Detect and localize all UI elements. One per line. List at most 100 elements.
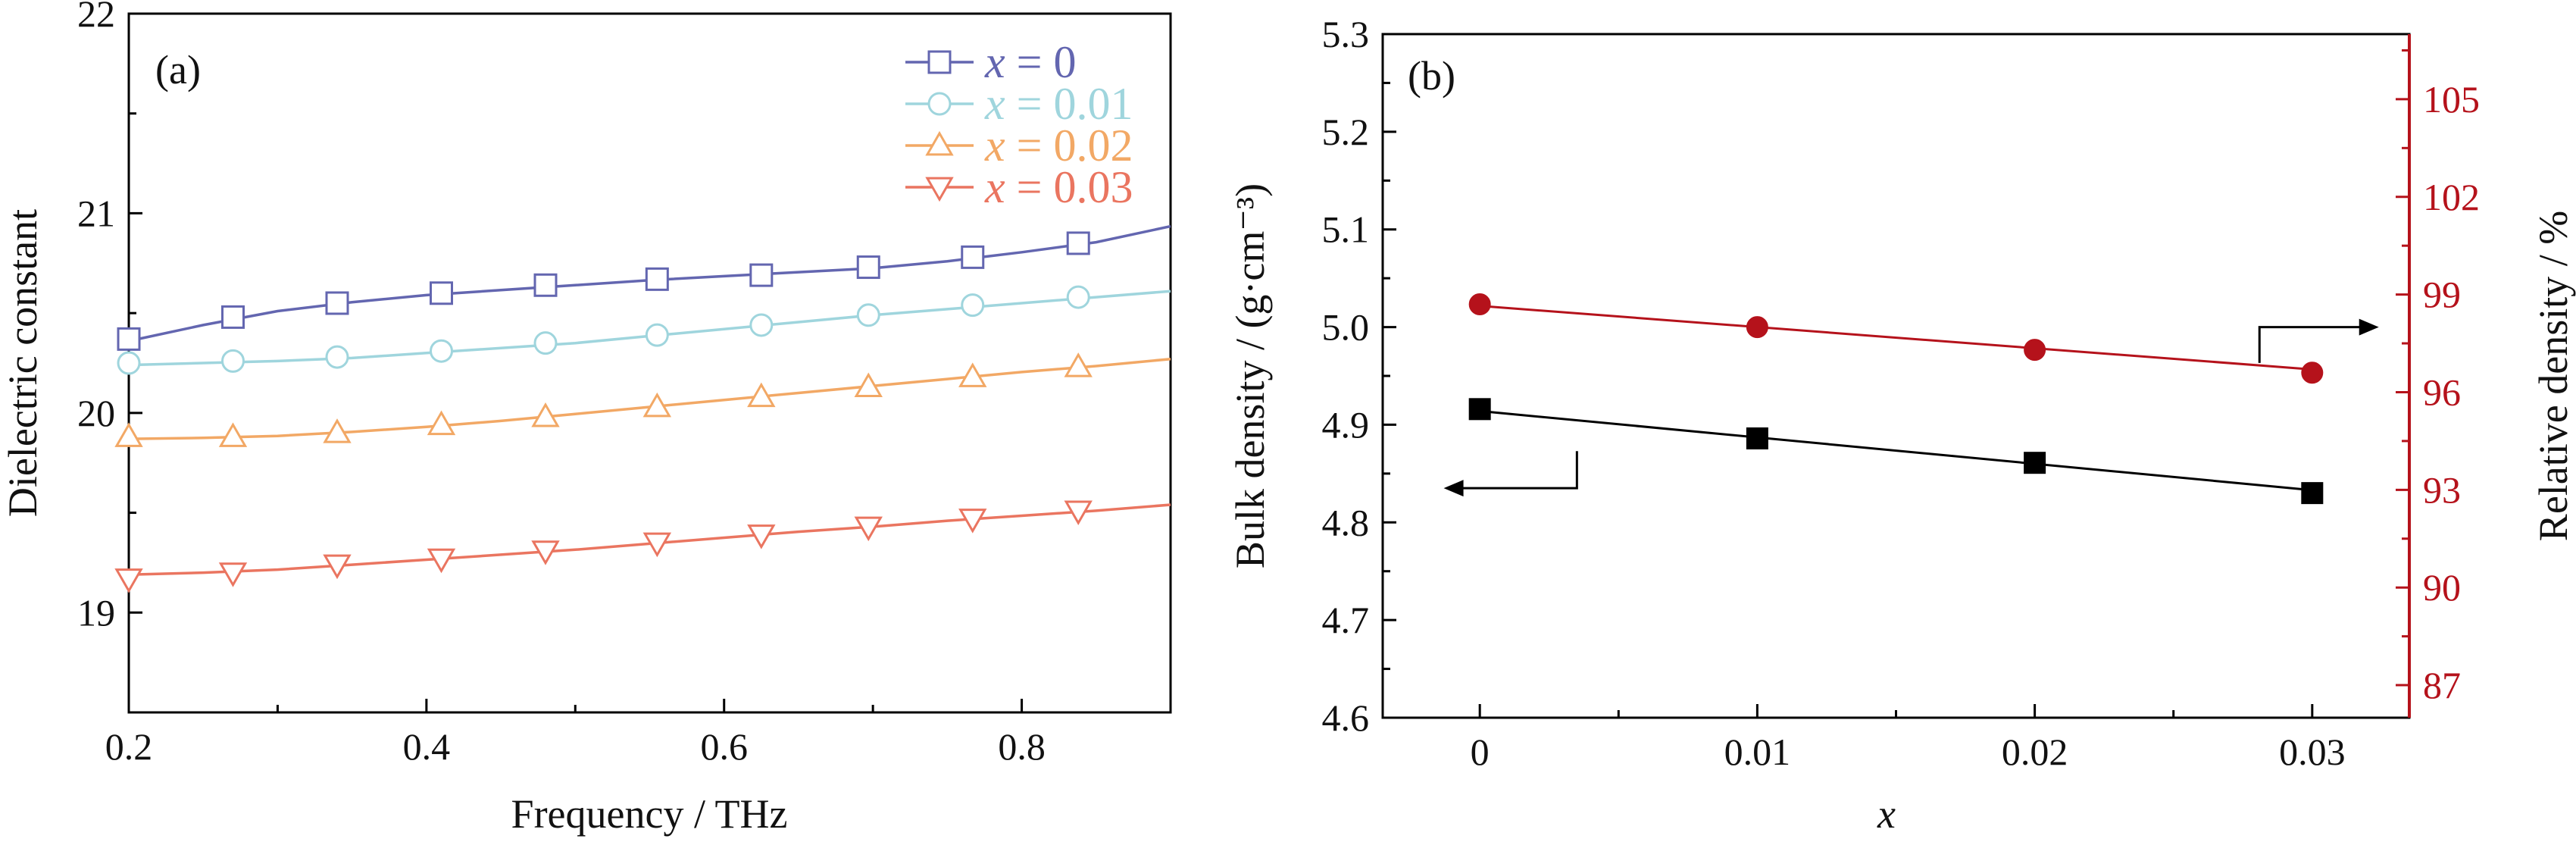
a-x-tick-label: 0.2 [105,725,153,768]
a-legend-marker [925,130,954,156]
a-data-point [1064,500,1093,526]
a-data-point [427,410,456,436]
panel-a-ticks: 0.2 0.4 0.6 0.8 19 20 21 22 [77,0,1046,768]
b-data-point [2301,362,2324,384]
a-data-point [533,331,558,355]
a-data-point [325,291,349,315]
b-data-point [1468,398,1491,421]
panel-b-label: (b) [1408,53,1455,99]
a-data-point [642,532,672,558]
b-left-tick-label: 4.7 [1322,599,1370,641]
b-right-tick-label: 87 [2423,664,2461,706]
a-data-point [117,327,141,351]
a-data-point [531,402,560,427]
a-legend-var: x [984,162,1005,212]
a-y-tick-label: 20 [77,392,115,434]
a-data-point [114,422,143,447]
a-data-point [114,568,143,593]
a-data-point [430,281,453,305]
a-data-point [749,313,774,337]
a-data-point [961,293,985,318]
a-x-tick-label: 0.4 [403,725,451,768]
a-x-tick-label: 0.8 [998,725,1046,768]
panel-a-x-axis-title: Frequency / THz [511,791,788,837]
b-x-tick-label: 0.02 [2002,731,2068,773]
a-data-point [533,273,558,297]
b-data-point [2301,482,2324,505]
a-data-point [430,339,453,363]
b-right-tick-label: 105 [2423,78,2480,121]
a-data-point [642,392,672,418]
b-data-point [1746,427,1768,449]
a-data-point [1066,231,1090,255]
a-legend-var: x [984,79,1005,129]
a-legend-label: x = 0 [984,37,1076,87]
b-left-tick-label: 5.3 [1322,13,1370,55]
a-data-point [645,267,669,291]
b-right-tick-label: 102 [2423,176,2480,218]
a-data-point [323,418,352,443]
a-data-point [221,305,245,329]
b-right-tick-label: 99 [2423,274,2461,316]
a-y-tick-label: 22 [77,0,115,35]
a-legend-label: x = 0.03 [984,162,1133,212]
a-data-point [856,303,880,327]
a-data-point [749,263,774,287]
panel-b-ticks: 0 0.01 0.02 0.03 4.6 4.7 4.8 4.9 5.0 5.1 5.2 5.3 87 9… [1322,13,2481,773]
panel-a-series [114,224,1171,593]
b-left-tick-label: 4.9 [1322,403,1370,446]
a-data-point [218,422,248,447]
a-legend-var: x [984,121,1005,171]
b-data-point [1746,316,1768,339]
a-legend-marker [927,50,952,74]
b-left-tick-label: 4.6 [1322,696,1370,739]
a-data-point [325,345,349,369]
panel-a-label: (a) [155,47,201,92]
a-x-tick-label: 0.6 [700,725,748,768]
b-right-tick-label: 90 [2423,566,2461,609]
b-x-tick-label: 0.03 [2279,731,2346,773]
b-x-tick-label: 0.01 [1724,731,1791,773]
b-left-tick-label: 4.8 [1322,501,1370,543]
a-data-point [854,372,883,398]
b-left-tick-label: 5.1 [1322,208,1370,251]
a-legend-label: x = 0.01 [984,79,1133,129]
panel-b-left-axis-title: Bulk density / (g·cm⁻³) [1227,183,1273,568]
a-data-point [323,554,352,580]
a-legend-marker [927,92,952,116]
a-data-point [1066,285,1090,309]
a-data-point [958,509,987,534]
panel-b-plot-frame [1381,33,2411,719]
b-data-point [2024,339,2046,362]
panel-b-series [1443,293,2379,505]
b-left-axis-arrow [1460,451,1578,490]
a-legend-marker [925,177,954,202]
panel-a-legend: x = 0x = 0.01x = 0.02x = 0.03 [905,37,1133,212]
a-legend-value: = 0.03 [1005,162,1133,212]
a-data-point [854,516,883,542]
a-data-point [427,548,456,574]
a-data-point [218,562,248,587]
b-right-tick-label: 93 [2423,468,2461,511]
a-data-point [645,323,669,347]
a-y-tick-label: 21 [77,192,115,234]
a-data-point [961,245,985,269]
panel-b-x-axis-title: x [1877,791,1896,837]
b-fit-line [1480,409,2312,492]
panel-b-right-axis-title: Relative density / % [2531,211,2576,541]
a-legend-var: x [984,37,1005,87]
a-data-point [747,524,776,549]
b-x-tick-label: 0 [1471,731,1490,773]
panel-a-y-axis-title: Dielectric constant [0,209,45,517]
panel-b-density-chart: 0 0.01 0.02 0.03 4.6 4.7 4.8 4.9 5.0 5.1 5.2 5.3 87 9… [1227,13,2576,837]
b-left-tick-label: 5.2 [1322,111,1370,153]
a-y-tick-label: 19 [77,591,115,634]
a-legend-value: = 0.01 [1005,79,1133,129]
b-right-axis-arrow [2258,326,2362,363]
a-data-point [221,349,245,373]
b-data-point [2024,452,2046,474]
a-data-point [856,255,880,280]
b-data-point [1468,293,1491,316]
a-data-point [531,540,560,565]
